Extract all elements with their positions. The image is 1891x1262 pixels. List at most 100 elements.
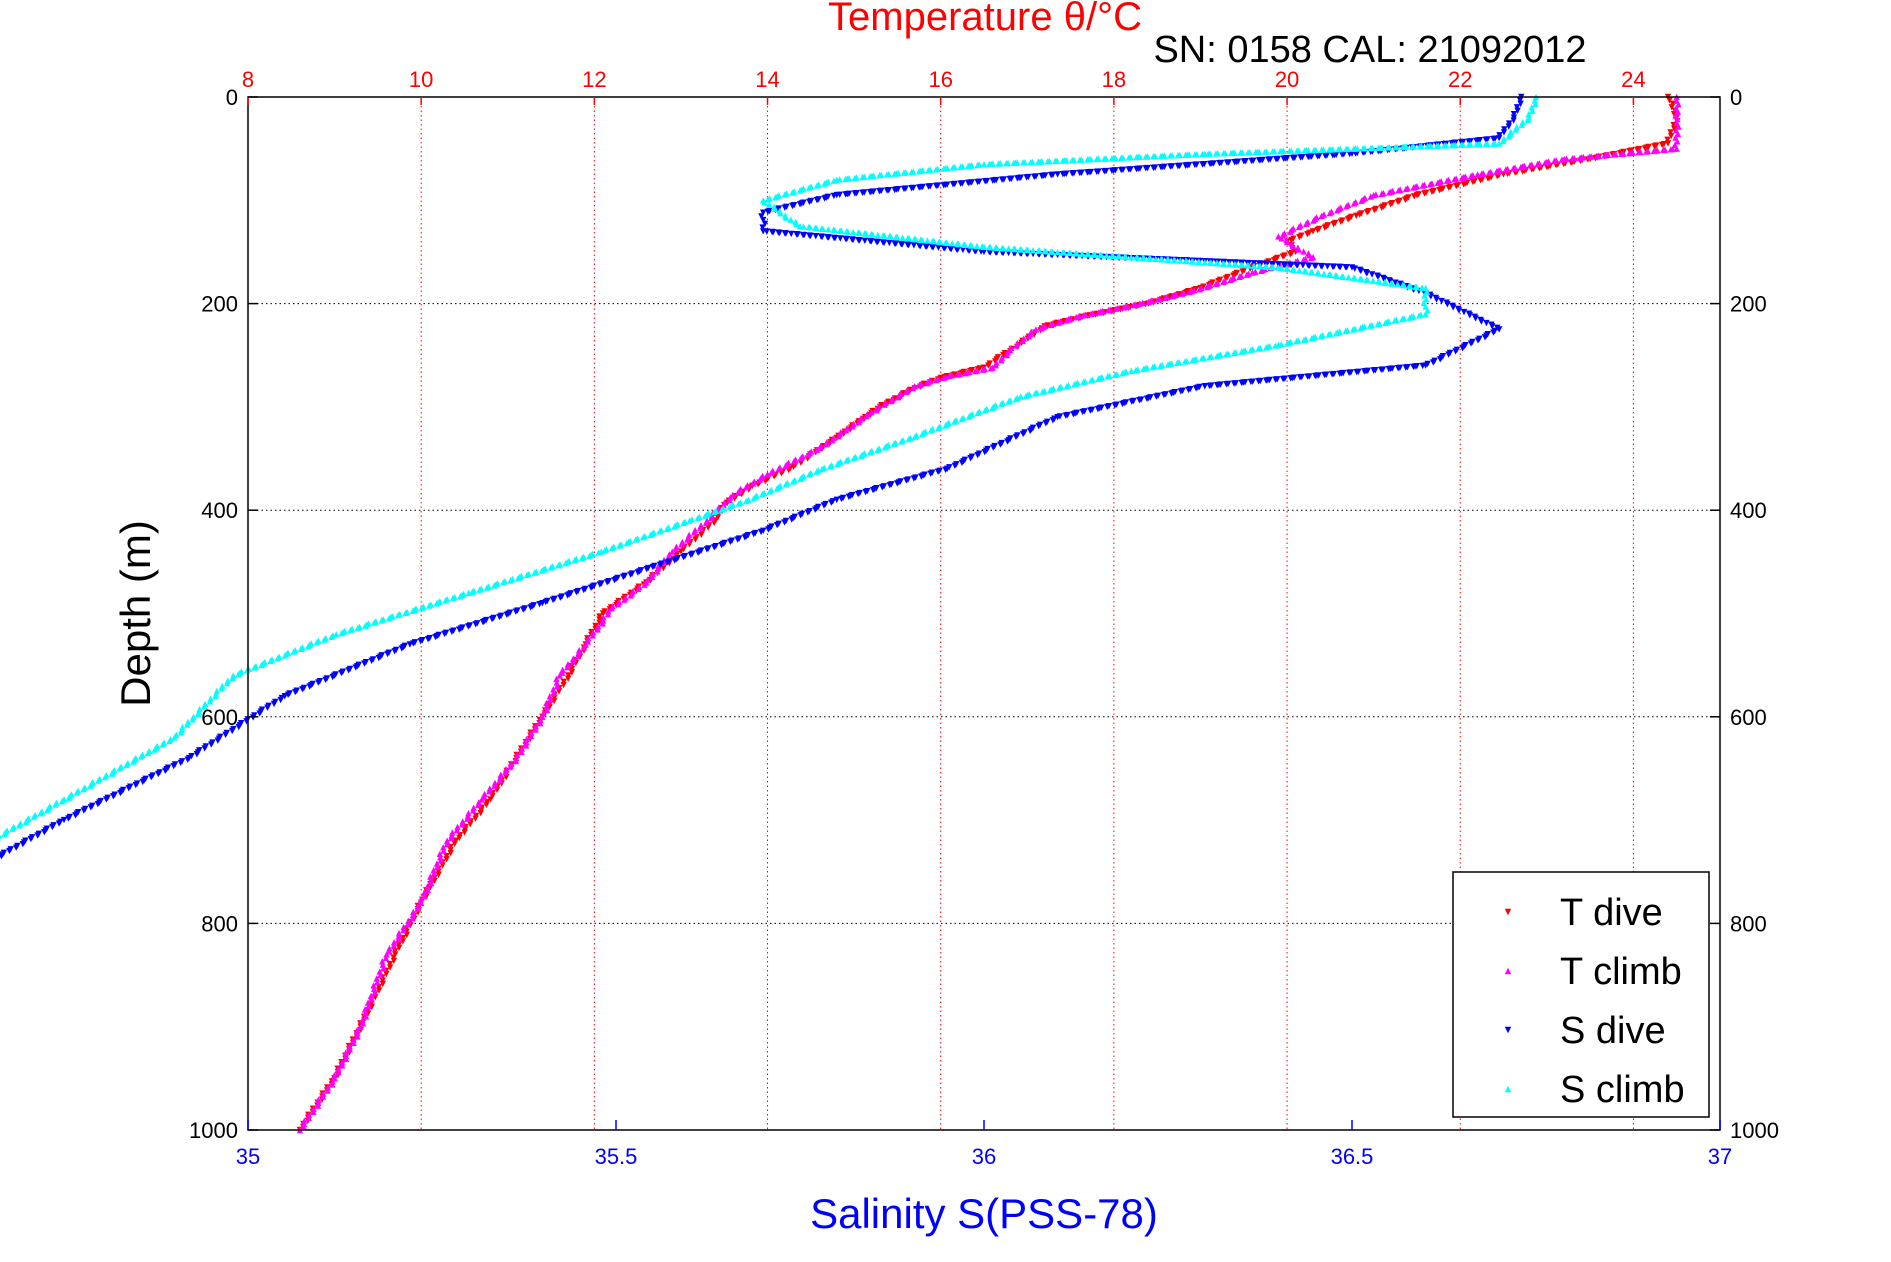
data-point — [488, 615, 496, 623]
data-point — [1031, 173, 1038, 180]
data-point — [932, 166, 940, 173]
data-point — [414, 905, 421, 913]
data-point — [1433, 296, 1440, 303]
data-point — [1000, 245, 1007, 252]
data-point — [887, 233, 894, 240]
data-point — [765, 526, 772, 533]
data-point — [1410, 184, 1417, 191]
data-point — [935, 424, 942, 432]
data-point — [1047, 171, 1055, 179]
data-point — [497, 774, 504, 781]
data-point — [424, 886, 432, 893]
data-point — [1667, 132, 1675, 140]
data-point — [1186, 288, 1193, 296]
data-point — [1022, 392, 1030, 399]
data-point — [436, 850, 444, 858]
data-point — [376, 968, 383, 975]
depth-tick-label-right: 200 — [1730, 292, 1767, 317]
data-point — [1087, 310, 1095, 318]
data-point — [1295, 223, 1303, 231]
data-point — [992, 361, 999, 369]
data-point — [686, 517, 693, 524]
data-point — [1095, 309, 1103, 316]
data-point — [405, 917, 412, 925]
data-point — [267, 657, 274, 665]
data-point — [750, 495, 757, 502]
data-point — [229, 674, 236, 682]
data-point — [868, 408, 875, 416]
data-point — [1171, 257, 1179, 264]
data-point — [932, 182, 940, 190]
data-point — [1060, 318, 1067, 326]
data-point — [1345, 274, 1352, 281]
data-point — [547, 564, 555, 571]
data-point — [1024, 246, 1031, 254]
data-point — [826, 463, 834, 470]
data-point — [1039, 388, 1046, 395]
data-point — [417, 899, 425, 906]
data-point — [1004, 438, 1011, 445]
data-point — [806, 224, 814, 231]
data-point — [320, 1090, 327, 1097]
data-point — [424, 883, 431, 890]
data-point — [789, 202, 796, 210]
data-point — [1010, 159, 1018, 167]
data-point — [443, 840, 451, 848]
data-point — [1047, 386, 1054, 394]
data-point — [1032, 390, 1039, 397]
data-point — [1601, 152, 1608, 159]
data-point — [19, 841, 27, 848]
data-point — [354, 1029, 361, 1037]
data-point — [687, 551, 694, 559]
data-point — [1317, 332, 1325, 340]
data-point — [1136, 300, 1144, 307]
data-point — [868, 238, 875, 245]
data-point — [854, 490, 862, 498]
data-point — [144, 749, 152, 757]
data-point — [1467, 340, 1475, 347]
data-point — [1247, 378, 1255, 386]
data-point — [890, 440, 898, 448]
data-point — [123, 761, 130, 769]
data-point — [1223, 381, 1230, 388]
data-point — [973, 242, 981, 250]
data-point — [927, 470, 934, 477]
data-point — [569, 658, 576, 665]
data-point — [73, 789, 81, 796]
data-point — [957, 180, 964, 187]
data-point — [586, 552, 593, 559]
data-point — [919, 430, 926, 438]
data-point — [1364, 277, 1371, 284]
data-point — [1512, 126, 1520, 133]
data-point — [373, 975, 380, 982]
data-point — [1514, 107, 1521, 114]
data-point — [491, 582, 498, 589]
depth-tick-label-left: 1000 — [189, 1118, 238, 1143]
data-point — [543, 699, 550, 707]
data-point — [433, 600, 440, 607]
data-point — [368, 995, 375, 1003]
data-point — [1300, 256, 1307, 264]
data-point — [1472, 315, 1479, 322]
data-point — [201, 745, 208, 752]
data-point — [1289, 154, 1297, 162]
data-point — [1213, 352, 1221, 360]
data-point — [1063, 382, 1071, 390]
data-point — [1073, 313, 1080, 321]
data-point — [1265, 156, 1272, 163]
data-point — [992, 358, 999, 365]
data-point — [861, 237, 869, 245]
data-point — [353, 1026, 361, 1034]
data-point — [1084, 169, 1091, 176]
data-point — [1407, 282, 1414, 290]
data-point — [807, 232, 814, 240]
data-point — [222, 731, 229, 739]
data-point — [1320, 270, 1328, 278]
data-point — [806, 198, 813, 206]
data-point — [508, 760, 515, 767]
data-point — [781, 191, 789, 198]
data-point — [338, 669, 345, 677]
data-point — [1042, 248, 1050, 255]
data-point — [1402, 196, 1409, 203]
data-point — [1063, 317, 1070, 324]
